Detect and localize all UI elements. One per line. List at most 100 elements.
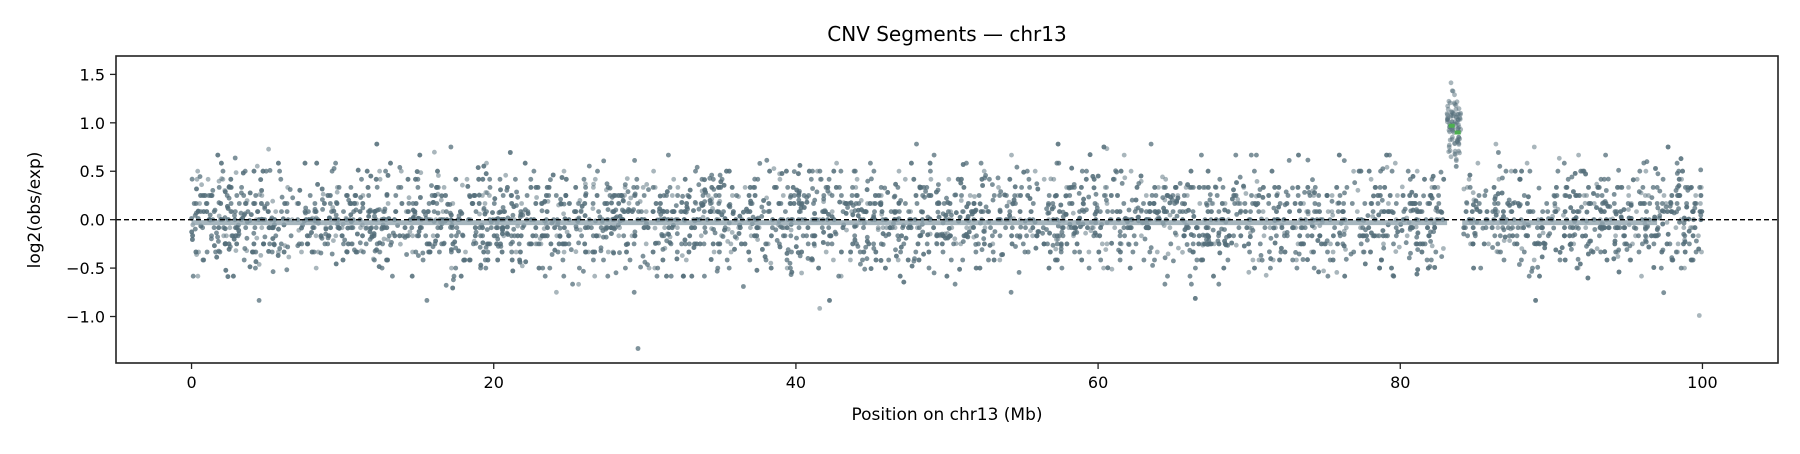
data-point [1122,175,1128,181]
data-point [1603,188,1609,193]
data-point [1681,225,1687,231]
data-point [586,163,592,169]
data-point [443,282,449,288]
data-point [503,172,509,178]
data-point [377,168,382,174]
data-point [463,249,468,255]
data-point [1126,242,1132,247]
data-point [1238,208,1244,214]
data-point [680,193,685,199]
data-point [1329,198,1335,204]
data-point [915,241,921,247]
data-point [348,185,354,190]
data-point [829,193,835,198]
data-point [1089,225,1095,231]
data-point [717,172,723,178]
data-point [192,226,198,232]
data-point [220,176,226,182]
data-point [1014,164,1020,170]
data-point [1433,249,1439,255]
data-point [804,233,809,239]
data-point [996,185,1001,190]
data-point [320,207,325,212]
data-point [415,185,421,190]
data-point [299,249,304,255]
data-point [279,194,285,200]
data-point [952,236,958,242]
data-point [1495,225,1501,231]
data-point [1053,246,1059,252]
data-point [1237,201,1243,206]
data-point [435,210,441,216]
data-point [1673,225,1679,231]
data-point [616,233,622,239]
data-point [398,168,404,174]
data-point [1018,224,1024,230]
data-point [1099,241,1105,247]
data-point [1032,168,1038,174]
data-point [513,249,519,255]
data-point [978,160,984,166]
data-point [234,193,240,198]
data-point [1329,209,1335,215]
data-point [404,252,409,257]
data-point [794,235,799,241]
data-point [1343,225,1349,231]
data-point [236,201,242,206]
data-point [342,237,348,243]
data-point [1026,176,1032,182]
data-point [799,270,804,276]
data-point [1561,212,1566,218]
data-point [195,168,201,174]
data-point [646,187,651,193]
data-point [536,241,542,247]
data-point [1256,209,1262,215]
data-point [1470,190,1476,196]
data-point [583,249,589,255]
data-point [1132,209,1138,215]
data-point [1283,189,1289,195]
data-point [583,185,588,190]
data-point [1046,210,1052,216]
data-point [1395,193,1400,198]
data-point [729,230,735,235]
data-point [1574,265,1580,271]
data-point [440,209,446,215]
data-point [1012,193,1018,199]
data-point [1424,257,1430,263]
data-point [1168,241,1174,247]
data-point [1405,168,1411,174]
data-point [967,193,973,198]
data-point [1321,268,1326,274]
data-point [625,189,631,195]
data-point [1225,257,1231,263]
data-point [1086,265,1092,271]
data-point [460,182,465,188]
data-point [1661,290,1667,296]
data-point [1152,257,1157,263]
data-point [1696,233,1701,239]
data-point [1233,152,1239,158]
data-point [333,160,338,166]
data-point [1594,246,1600,252]
data-point [603,234,609,240]
data-point [1260,209,1266,215]
data-point [477,211,482,217]
data-point [1167,225,1173,231]
data-point [1436,193,1441,198]
data-point [605,207,611,213]
data-point [1161,185,1167,190]
data-point [728,241,734,247]
data-point [253,193,259,198]
data-point [1139,233,1144,239]
data-point [1243,191,1249,196]
data-point [393,193,399,198]
data-point [1634,176,1640,182]
data-point [605,249,611,255]
data-point [1261,233,1267,239]
data-point [783,209,788,215]
data-point [1016,270,1022,275]
data-point [1556,155,1562,161]
data-point [711,249,717,255]
data-point [1267,225,1273,231]
